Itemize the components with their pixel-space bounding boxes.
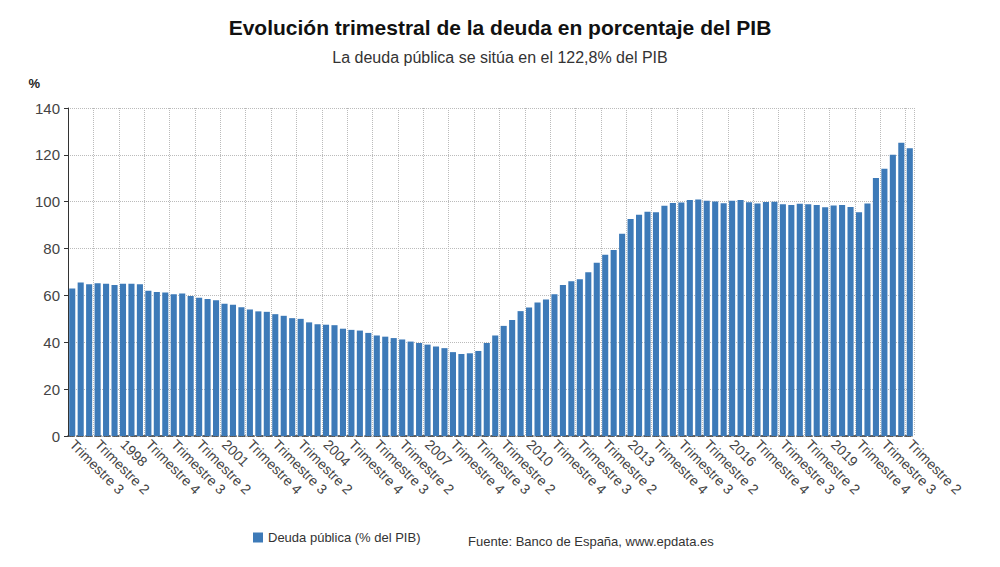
svg-text:Trimestre 3: Trimestre 3: [371, 436, 433, 498]
svg-text:Trimestre 4: Trimestre 4: [447, 436, 509, 498]
svg-text:Trimestre 2: Trimestre 2: [599, 436, 661, 498]
svg-text:Trimestre 3: Trimestre 3: [574, 436, 636, 498]
svg-text:Trimestre 4: Trimestre 4: [853, 436, 915, 498]
svg-text:Trimestre 2: Trimestre 2: [193, 436, 255, 498]
svg-text:0: 0: [52, 428, 60, 445]
svg-text:Trimestre 4: Trimestre 4: [345, 436, 407, 498]
svg-text:Trimestre 3: Trimestre 3: [168, 436, 229, 498]
svg-text:2010: 2010: [523, 436, 556, 469]
svg-text:1998: 1998: [117, 436, 150, 469]
svg-text:Trimestre 2: Trimestre 2: [904, 436, 965, 497]
svg-text:2001: 2001: [219, 436, 252, 469]
svg-text:20: 20: [43, 381, 60, 398]
svg-text:Trimestre 2: Trimestre 2: [701, 436, 762, 498]
svg-text:Trimestre 3: Trimestre 3: [269, 436, 331, 498]
svg-text:Trimestre 3: Trimestre 3: [777, 436, 839, 498]
svg-text:Trimestre 3: Trimestre 3: [472, 436, 534, 498]
svg-text:Trimestre 3: Trimestre 3: [878, 436, 940, 498]
svg-text:La deuda pública se sitúa en e: La deuda pública se sitúa en el 122,8% d…: [332, 49, 667, 66]
svg-text:Trimestre 2: Trimestre 2: [396, 436, 458, 498]
svg-text:2013: 2013: [625, 436, 658, 469]
svg-text:80: 80: [43, 240, 60, 257]
svg-text:Trimestre 4: Trimestre 4: [548, 436, 610, 498]
svg-text:140: 140: [35, 100, 60, 117]
svg-text:Trimestre 4: Trimestre 4: [751, 436, 813, 498]
svg-text:Evolución trimestral de la deu: Evolución trimestral de la deuda en porc…: [229, 16, 772, 39]
svg-text:Trimestre 2: Trimestre 2: [498, 436, 559, 498]
svg-text:2019: 2019: [828, 436, 861, 469]
svg-text:%: %: [28, 76, 40, 91]
svg-text:100: 100: [35, 193, 60, 210]
svg-text:40: 40: [43, 334, 60, 351]
svg-text:Trimestre 4: Trimestre 4: [650, 436, 712, 498]
svg-text:Deuda pública (% del PIB): Deuda pública (% del PIB): [268, 530, 420, 545]
svg-text:Trimestre 2: Trimestre 2: [802, 436, 864, 498]
svg-text:60: 60: [43, 287, 60, 304]
svg-text:Trimestre 4: Trimestre 4: [142, 436, 204, 498]
svg-text:2016: 2016: [726, 436, 759, 469]
svg-text:2007: 2007: [422, 436, 455, 469]
svg-text:Trimestre 4: Trimestre 4: [244, 436, 306, 498]
svg-text:120: 120: [35, 146, 60, 163]
svg-text:Trimestre 2: Trimestre 2: [295, 436, 356, 498]
svg-text:Trimestre 3: Trimestre 3: [675, 436, 737, 498]
svg-text:2004: 2004: [320, 436, 353, 469]
svg-text:Fuente: Banco de España, www.e: Fuente: Banco de España, www.epdata.es: [468, 534, 714, 549]
svg-text:Trimestre 3: Trimestre 3: [66, 436, 128, 498]
svg-text:Trimestre 2: Trimestre 2: [92, 436, 153, 498]
